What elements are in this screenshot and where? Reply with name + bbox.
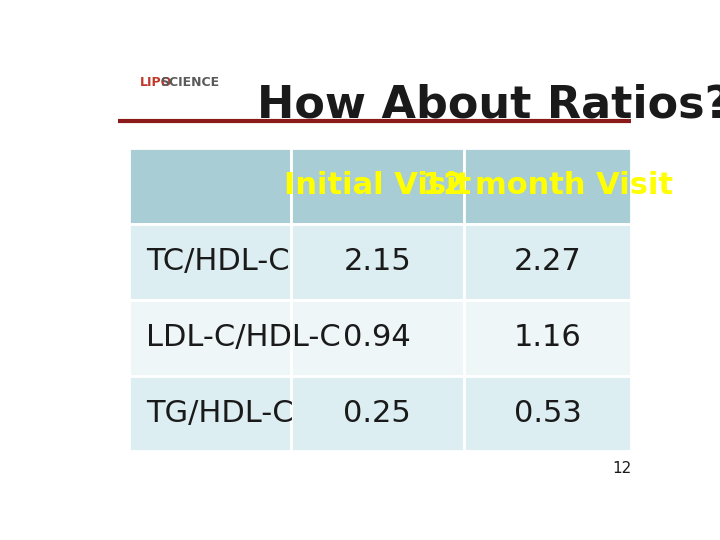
Text: 0.94: 0.94 — [343, 323, 411, 352]
Text: How About Ratios?: How About Ratios? — [258, 84, 720, 126]
Text: 12 month Visit: 12 month Visit — [422, 171, 673, 200]
Bar — [291, 224, 464, 300]
Bar — [464, 300, 631, 376]
Text: 12: 12 — [612, 462, 631, 476]
Bar — [129, 224, 291, 300]
Text: LIPO: LIPO — [140, 77, 173, 90]
Text: 1.16: 1.16 — [513, 323, 582, 352]
Bar — [291, 148, 464, 224]
Bar — [129, 148, 291, 224]
Text: 0.53: 0.53 — [513, 399, 582, 428]
Text: TG/HDL-C: TG/HDL-C — [145, 399, 294, 428]
Text: 2.27: 2.27 — [513, 247, 582, 276]
Bar — [291, 300, 464, 376]
Bar — [129, 300, 291, 376]
Text: LDL-C/HDL-C: LDL-C/HDL-C — [145, 323, 341, 352]
Bar — [129, 376, 291, 451]
Text: TC/HDL-C: TC/HDL-C — [145, 247, 289, 276]
Text: Initial Visit: Initial Visit — [284, 171, 471, 200]
Bar — [291, 376, 464, 451]
Bar — [464, 224, 631, 300]
Text: 2.15: 2.15 — [343, 247, 411, 276]
Text: SCIENCE: SCIENCE — [160, 77, 219, 90]
Text: 0.25: 0.25 — [343, 399, 411, 428]
Bar — [464, 148, 631, 224]
Bar — [464, 376, 631, 451]
